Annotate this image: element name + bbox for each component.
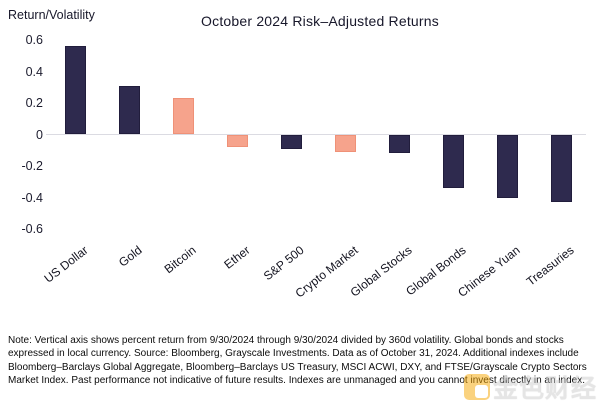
x-label-chinese-yuan: Chinese Yuan	[454, 243, 523, 300]
bar-chinese-yuan	[497, 134, 518, 198]
y-tick-label-0: 0	[36, 127, 43, 142]
bar-gold	[119, 85, 140, 135]
bar-global-stocks	[389, 134, 410, 154]
footnote-text: Note: Vertical axis shows percent return…	[8, 335, 587, 387]
bar-ether	[227, 134, 248, 148]
zero-axis-line	[46, 134, 586, 135]
x-label-ether: Ether	[220, 243, 253, 272]
y-tick-label-0.4: 0.4	[25, 64, 43, 79]
bar-global-bonds	[443, 134, 464, 189]
y-tick-label--0.6: -0.6	[21, 222, 43, 236]
y-tick-label--0.2: -0.2	[21, 159, 43, 173]
bar-bitcoin	[173, 98, 194, 135]
x-label-treasuries: Treasuries	[523, 243, 577, 289]
x-label-crypto-market: Crypto Market	[292, 243, 361, 301]
x-label-s-p-500: S&P 500	[260, 243, 307, 284]
x-label-gold: Gold	[115, 243, 145, 270]
bar-us-dollar	[65, 46, 86, 135]
x-label-bitcoin: Bitcoin	[161, 243, 199, 277]
bar-crypto-market	[335, 134, 356, 152]
bar-treasuries	[551, 134, 572, 203]
y-axis-title: Return/Volatility	[8, 8, 95, 22]
bar-s-p-500	[281, 134, 302, 149]
y-tick-label-0.6: 0.6	[25, 33, 43, 47]
y-tick-label-0.2: 0.2	[25, 96, 43, 110]
y-tick-label--0.4: -0.4	[21, 190, 43, 205]
x-label-global-bonds: Global Bonds	[402, 243, 469, 299]
x-label-global-stocks: Global Stocks	[347, 243, 415, 300]
chart-title: October 2024 Risk–Adjusted Returns	[201, 13, 439, 29]
